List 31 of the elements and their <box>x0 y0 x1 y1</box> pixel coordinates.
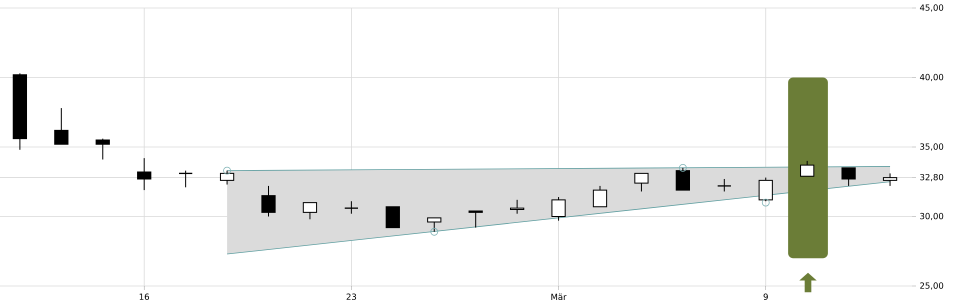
candlestick <box>54 108 68 145</box>
candlestick <box>178 170 193 188</box>
candlestick <box>468 210 483 228</box>
y-tick-label: 35,00 <box>920 143 944 151</box>
x-tick-label: Mär <box>551 294 567 300</box>
candlestick <box>592 185 608 208</box>
y-tick-label: 45,00 <box>920 4 944 12</box>
candlestick <box>344 200 359 214</box>
x-tick-label: 16 <box>140 294 150 300</box>
x-tick-label: 9 <box>764 294 768 300</box>
y-tick-label: 30,00 <box>920 212 944 220</box>
candlestick <box>634 172 649 192</box>
y-tick-label: 32,80 <box>920 174 944 182</box>
candlestick <box>800 160 814 177</box>
x-tick-label: 23 <box>346 294 356 300</box>
candlestick <box>841 167 856 186</box>
candlestick <box>510 199 524 214</box>
candlestick <box>882 172 898 186</box>
candlestick <box>96 138 110 160</box>
y-tick-label: 25,00 <box>920 282 944 290</box>
point <box>678 164 687 172</box>
candlestick <box>302 202 318 220</box>
candlestick <box>717 178 732 192</box>
point <box>223 166 231 175</box>
point <box>762 198 770 206</box>
y-tick-label: 40,00 <box>920 74 944 82</box>
candlestick <box>137 158 152 191</box>
candlestick <box>551 196 566 222</box>
candlestick <box>386 206 400 228</box>
point <box>430 228 438 236</box>
candlestick <box>261 185 276 217</box>
